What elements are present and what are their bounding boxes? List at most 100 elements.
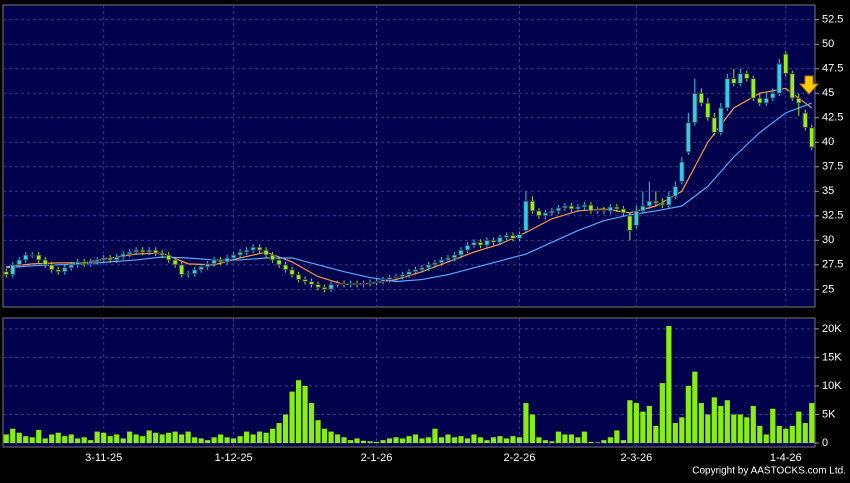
candle-body (731, 78, 737, 84)
candle-body (789, 73, 796, 99)
volume-bar (731, 414, 737, 444)
y-tick-label: 42.5 (822, 112, 843, 124)
volume-bar (224, 437, 230, 444)
volume-bar (49, 434, 55, 444)
volume-bar (744, 417, 750, 444)
volume-bar (555, 431, 562, 444)
volume-bar (172, 431, 178, 444)
volume-bar (127, 431, 133, 444)
candle-body (211, 259, 217, 265)
candle-body (653, 200, 659, 204)
volume-bar (380, 440, 386, 444)
volume-bar (763, 434, 769, 444)
candle-body (425, 264, 432, 269)
volume-bar (588, 441, 594, 444)
candle-body (204, 263, 211, 268)
candle-body (237, 251, 243, 256)
candle-body (594, 209, 601, 212)
candle-body (471, 241, 477, 246)
volume-bar (166, 432, 172, 444)
candle-body (159, 252, 165, 256)
candle-body (542, 212, 549, 217)
volume-bar (10, 428, 16, 444)
volume-bar (347, 440, 354, 444)
candle-body (367, 281, 373, 284)
volume-bar (692, 371, 698, 444)
volume-bar (620, 440, 626, 444)
volume-bar (205, 440, 211, 444)
candle-body (165, 254, 172, 261)
x-tick-label: 2-3-26 (620, 452, 652, 464)
volume-bar (36, 429, 42, 444)
y-tick-label: 30 (822, 234, 834, 246)
y-tick-label: 20K (822, 323, 842, 335)
candle-body (620, 208, 627, 214)
candle-body (328, 283, 334, 290)
volume-bar (796, 411, 802, 444)
candle-body (347, 282, 354, 285)
candle-body (640, 205, 646, 212)
candle-body (191, 269, 198, 275)
volume-bar (153, 432, 159, 444)
candle-body (126, 251, 133, 255)
volume-bar (516, 437, 523, 444)
volume-bar (471, 434, 477, 444)
candle-body (55, 269, 61, 273)
volume-bar (276, 423, 282, 444)
volume-bar (198, 438, 204, 444)
candle-body (107, 257, 113, 261)
candle-body (607, 206, 614, 212)
candle-body (133, 249, 139, 253)
y-tick-label: 47.5 (822, 63, 843, 75)
candle-body (250, 246, 256, 251)
candle-body (744, 73, 750, 80)
candle-body (795, 97, 802, 104)
candle-body (503, 234, 510, 238)
candle-body (627, 215, 633, 232)
candle-body (87, 261, 94, 265)
y-tick-label: 0 (822, 437, 828, 449)
candle-body (581, 204, 588, 208)
volume-bar (406, 436, 412, 444)
volume-bar (328, 431, 334, 444)
y-tick-label: 15K (822, 351, 842, 363)
volume-bar (601, 440, 607, 444)
candle-body (432, 262, 438, 266)
volume-bar (503, 438, 510, 444)
candle-body (802, 112, 809, 129)
volume-bar (497, 436, 503, 444)
volume-bar (802, 423, 808, 444)
candle-body (42, 259, 48, 266)
volume-bar (809, 403, 815, 444)
volume-bar (458, 436, 464, 444)
candle-body (516, 233, 523, 239)
volume-bar (192, 437, 198, 444)
y-tick-label: 5K (822, 408, 836, 420)
volume-bar (308, 403, 315, 444)
volume-bar (159, 434, 165, 444)
candle-body (282, 264, 289, 271)
candle-body (256, 246, 263, 251)
candle-body (588, 204, 594, 212)
candle-body (451, 254, 458, 259)
volume-bar (705, 414, 711, 444)
candle-body (562, 205, 568, 209)
candle-body (373, 281, 380, 284)
candle-body (334, 282, 341, 285)
candle-body (243, 249, 250, 253)
volume-bar (581, 431, 587, 444)
candle-body (750, 78, 757, 99)
volume-bar (594, 442, 600, 444)
candle-body (438, 259, 445, 264)
candle-body (633, 210, 640, 227)
volume-bar (549, 441, 555, 444)
volume-bar (373, 441, 380, 444)
volume-bar (419, 438, 425, 444)
volume-bar (289, 391, 295, 444)
candle-body (692, 92, 698, 124)
volume-bar (666, 325, 672, 444)
candle-body (100, 257, 107, 261)
volume-bar (432, 428, 438, 444)
volume-bar (315, 420, 321, 444)
